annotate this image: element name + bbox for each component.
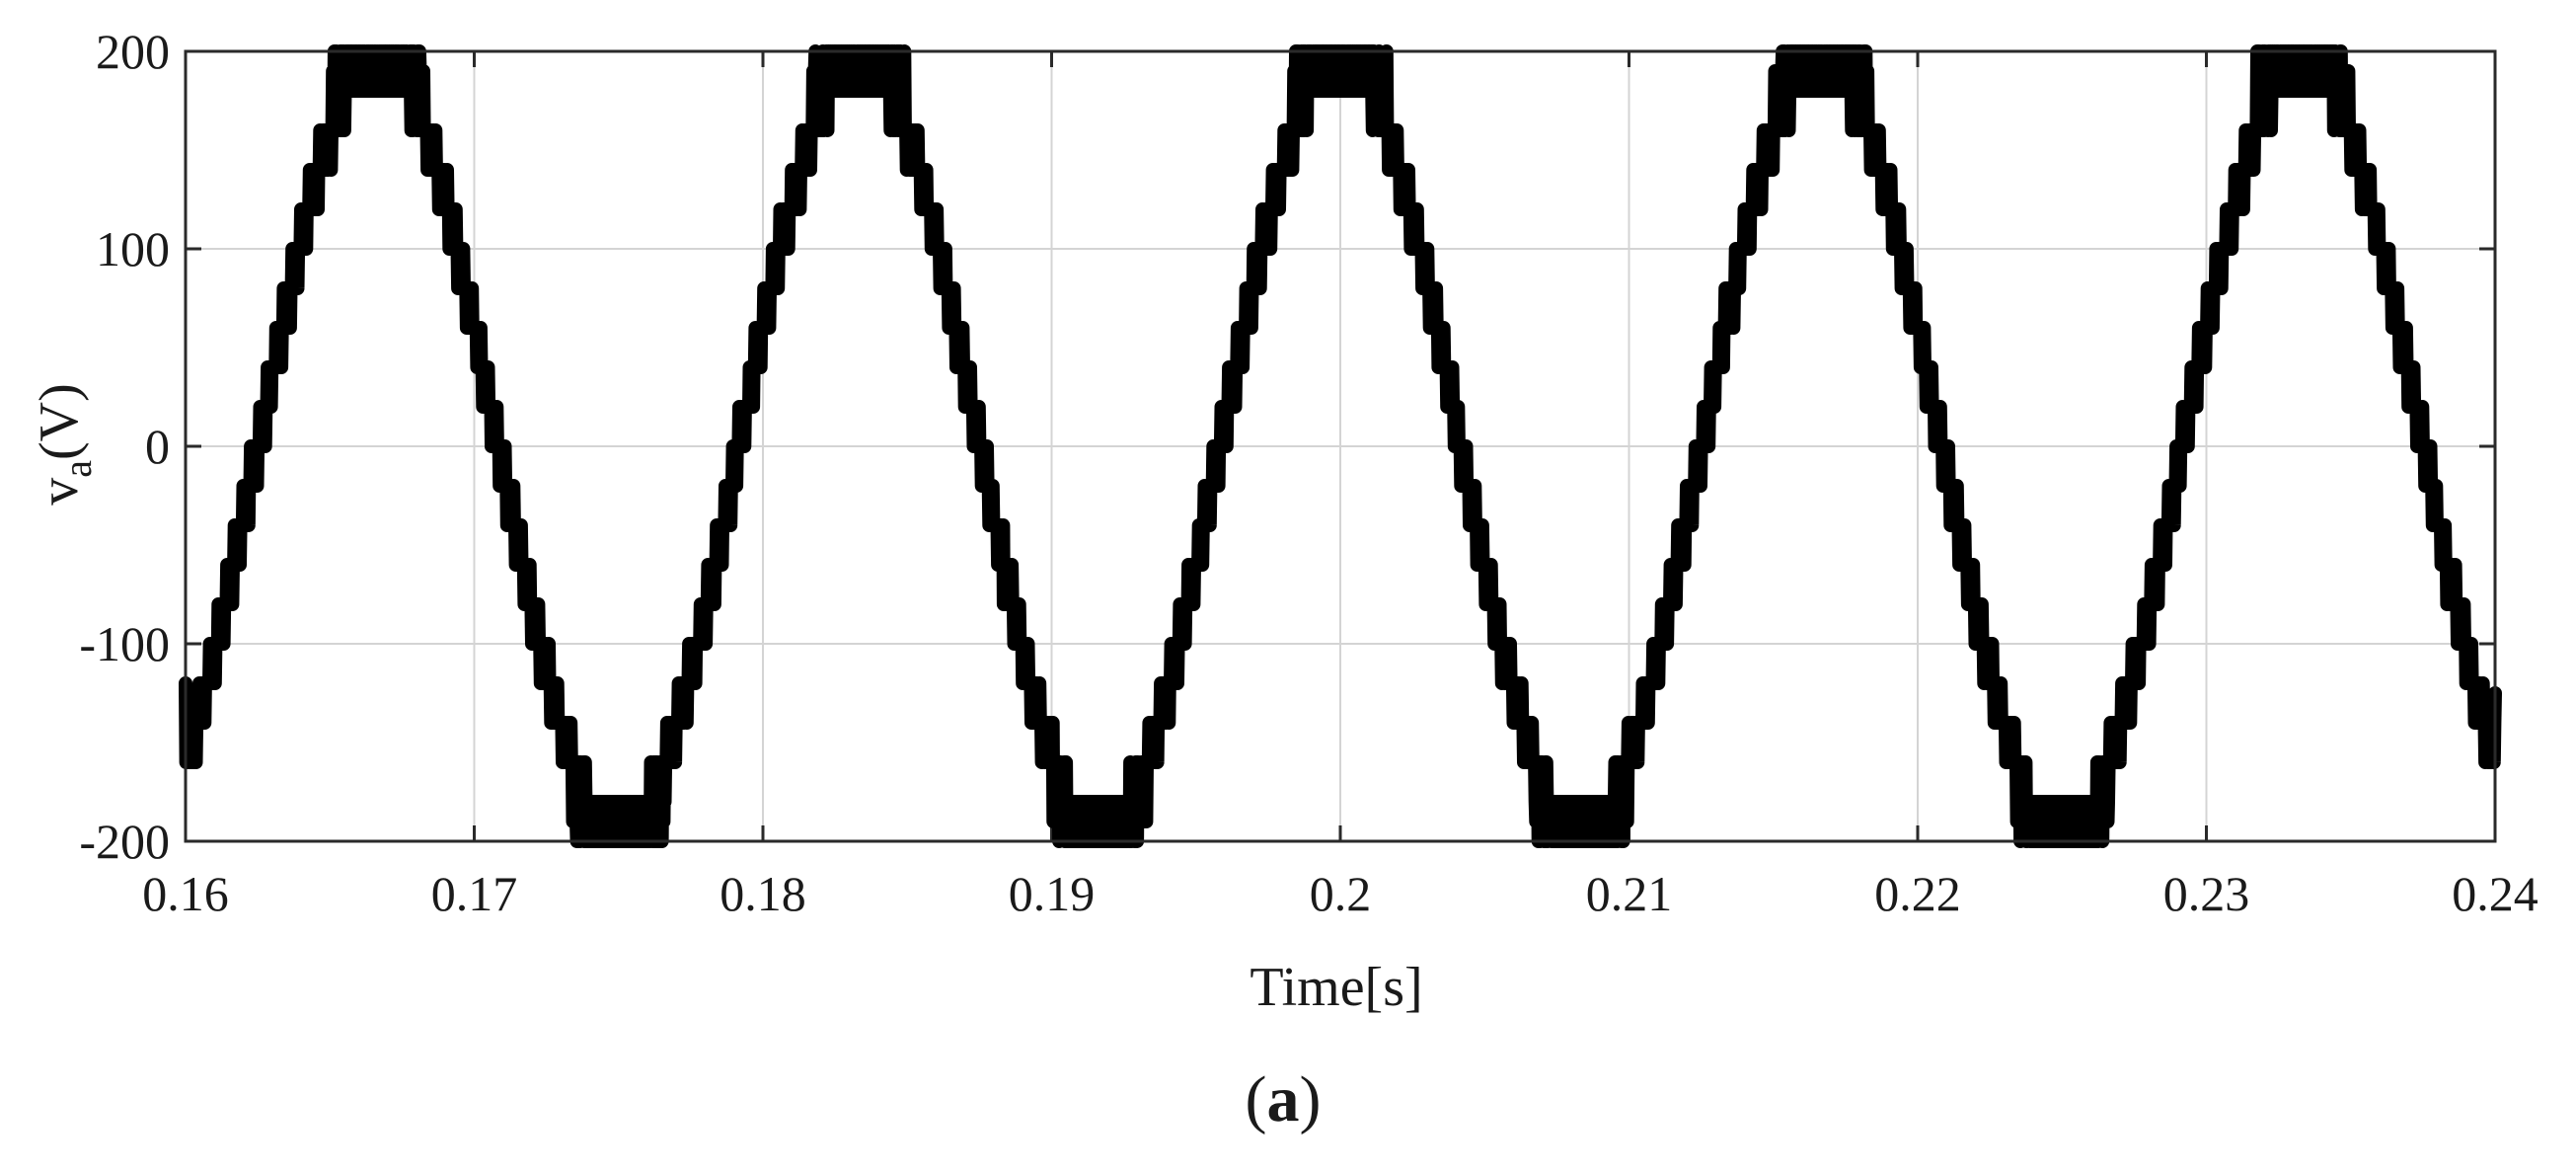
y-tick-label: 100 bbox=[96, 221, 170, 276]
waveform-series bbox=[179, 44, 2502, 848]
y-tick-label: 0 bbox=[145, 419, 170, 474]
y-tick-label: -200 bbox=[79, 814, 170, 869]
y-axis-label-main: v bbox=[29, 478, 90, 506]
x-tick-label: 0.24 bbox=[2452, 866, 2538, 921]
y-axis-label: va(V) bbox=[29, 383, 100, 506]
grid-lines bbox=[186, 51, 2495, 841]
x-tick-label: 0.17 bbox=[431, 866, 518, 921]
x-tick-label: 0.21 bbox=[1586, 866, 1673, 921]
caption-letter: a bbox=[1267, 1063, 1300, 1135]
x-tick-label: 0.22 bbox=[1874, 866, 1961, 921]
x-tick-label: 0.2 bbox=[1310, 866, 1372, 921]
figure-caption: (a) bbox=[1246, 1063, 1322, 1135]
y-axis-label-unit: (V) bbox=[29, 383, 90, 460]
caption-open-paren: ( bbox=[1246, 1063, 1267, 1135]
y-tick-label: 200 bbox=[96, 24, 170, 79]
x-axis-label: Time[s] bbox=[1250, 957, 1422, 1018]
plot-frame bbox=[184, 49, 2497, 843]
x-tick-label: 0.19 bbox=[1009, 866, 1096, 921]
x-tick-label: 0.23 bbox=[2163, 866, 2250, 921]
y-axis-label-subscript: a bbox=[55, 460, 100, 478]
va-waveform-line bbox=[179, 44, 2502, 848]
caption-close-paren: ) bbox=[1300, 1063, 1322, 1135]
x-tick-label: 0.18 bbox=[720, 866, 806, 921]
y-tick-labels: 200 100 0 -100 -200 bbox=[79, 24, 170, 869]
x-tick-label: 0.16 bbox=[142, 866, 229, 921]
y-tick-label: -100 bbox=[79, 616, 170, 671]
x-tick-labels: 0.16 0.17 0.18 0.19 0.2 0.21 0.22 0.23 0.24 bbox=[142, 866, 2538, 921]
